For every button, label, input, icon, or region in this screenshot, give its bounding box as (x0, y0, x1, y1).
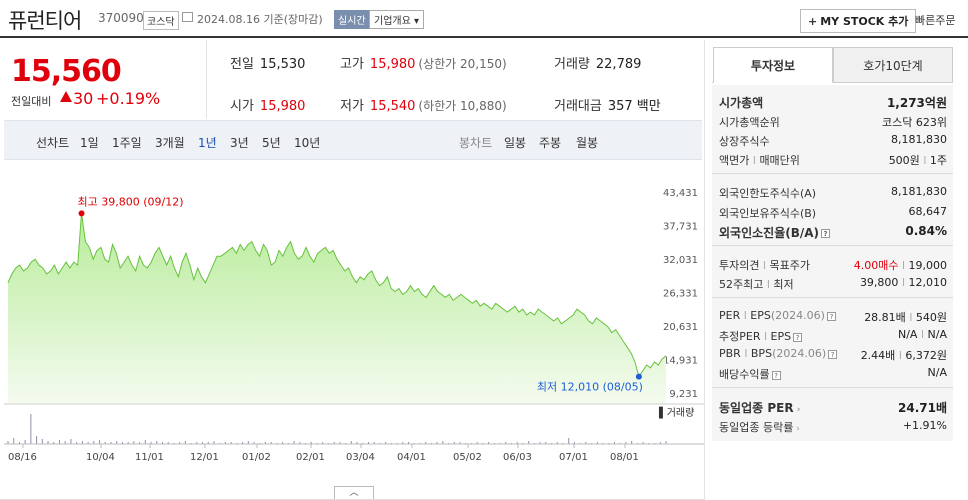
candle-daily[interactable]: 일봉 (504, 136, 527, 150)
x-tick-label: 10/04 (86, 452, 115, 463)
help-icon[interactable]: ? (826, 311, 836, 321)
y-tick-label: 32,031 (663, 255, 698, 266)
price-chart-svg: 43,431 37,731 32,031 26,331 20,631 14,931 9,23… (4, 188, 704, 463)
market-badge: 코스닥 (143, 11, 179, 30)
corp-info-dropdown[interactable]: 기업개요 ▾ (369, 10, 425, 29)
divider (712, 297, 953, 298)
help-icon[interactable]: ? (771, 370, 781, 380)
listed-shares-row: 상장주식수 8,181,830 (719, 133, 947, 148)
prev-close: 전일 15,530 (230, 57, 306, 72)
current-price-box: 15,560 전일대비 30 +0.19% (0, 40, 207, 119)
period-3m[interactable]: 3개월 (155, 136, 185, 150)
high-price: 고가 15,980 (상한가 20,150) (340, 57, 507, 72)
x-tick-label: 04/01 (397, 452, 426, 463)
industry-change-row: 동일업종 등락률 › +1.91% (719, 419, 947, 434)
change-percent: +0.19% (96, 89, 161, 108)
y-tick-label: 20,631 (663, 322, 698, 333)
change-value: 30 (73, 89, 94, 108)
plus-icon: + (808, 15, 818, 28)
calendar-icon (182, 12, 193, 22)
chevron-down-icon: ▾ (414, 16, 420, 27)
x-tick-label: 12/01 (190, 452, 219, 463)
x-tick-label: 06/03 (503, 452, 532, 463)
max-label: 최고 39,800 (09/12) (78, 195, 184, 208)
per-eps-row: PER l EPS(2024.06)? 28.81배 l 540원 (719, 309, 947, 324)
realtime-button[interactable]: 실시간 (334, 10, 370, 29)
open-price: 시가 15,980 (230, 99, 306, 114)
chevron-up-icon: ︿ (349, 488, 359, 498)
low-price: 저가 15,540 (하한가 10,880) (340, 99, 507, 114)
period-1y[interactable]: 1년 (198, 136, 217, 150)
x-tick-label: 11/01 (135, 452, 164, 463)
stock-code: 370090 (98, 11, 144, 25)
period-3y[interactable]: 3년 (230, 136, 249, 150)
y-tick-label: 37,731 (663, 222, 698, 233)
help-icon[interactable]: ? (821, 229, 831, 238)
column-divider (704, 40, 705, 500)
price-area-fill (8, 213, 666, 403)
period-5y[interactable]: 5년 (262, 136, 281, 150)
divider (712, 245, 953, 246)
panel-tabs: 투자정보 호가10단계 (712, 47, 953, 83)
volume: 거래량 22,789 (554, 57, 642, 72)
panel-body: 시가총액 1,273억원 시가총액순위 코스닥 623위 상장주식수 8,181,83… (712, 85, 953, 441)
trade-amount: 거래대금 357 백만 (554, 99, 661, 114)
quote-table: 전일 15,530 고가 15,980 (상한가 20,150) 거래량 22,789 … (208, 40, 704, 119)
industry-per-row: 동일업종 PER › 24.71배 (719, 401, 947, 415)
x-tick-label: 03/04 (346, 452, 375, 463)
min-point-marker (635, 373, 642, 380)
divider (712, 173, 953, 174)
help-icon[interactable]: ? (793, 332, 803, 342)
tab-investment-info[interactable]: 투자정보 (713, 47, 833, 83)
x-tick-label: 07/01 (559, 452, 588, 463)
price-line (7, 213, 667, 378)
y-tick-label: 43,431 (663, 188, 698, 199)
tab-orderbook[interactable]: 호가10단계 (833, 47, 953, 83)
up-arrow-icon (60, 91, 72, 102)
stock-name: 퓨런티어 (8, 9, 82, 33)
y-tick-label: 14,931 (663, 356, 698, 367)
x-tick-label: 08/01 (610, 452, 639, 463)
period-10y[interactable]: 10년 (294, 136, 321, 150)
x-tick-label: 02/01 (296, 452, 325, 463)
help-icon[interactable]: ? (828, 349, 838, 359)
x-tick-label: 01/02 (242, 452, 271, 463)
price-chart[interactable]: 43,431 37,731 32,031 26,331 20,631 14,931 9,23… (4, 168, 704, 466)
est-per-row: 추정PER l EPS? N/A l N/A (719, 328, 947, 343)
quick-order-link[interactable]: 빠른주문 (915, 14, 956, 27)
divider (712, 387, 953, 388)
foreign-holding-row: 외국인보유주식수(B) 68,647 (719, 205, 947, 220)
volume-label: ▌거래량 (658, 406, 694, 419)
collapse-chart-button[interactable]: ︿ (334, 486, 374, 500)
face-value-row: 액면가 l 매매단위 500원 l 1주 (719, 154, 947, 167)
dividend-row: 배당수익률? N/A (719, 366, 947, 381)
y-tick-label: 26,331 (663, 289, 698, 300)
basis-date: 2024.08.16 기준(장마감) (197, 13, 323, 26)
pbr-bps-row: PBR l BPS(2024.06)? 2.44배 l 6,372원 (719, 347, 947, 362)
period-1d[interactable]: 1일 (80, 136, 99, 150)
candle-weekly[interactable]: 주봉 (539, 136, 562, 150)
add-mystock-button[interactable]: + MY STOCK 추가 (800, 9, 917, 33)
candle-chart-button[interactable]: 봉차트 (459, 136, 493, 150)
x-tick-label: 05/02 (453, 452, 482, 463)
max-point-marker (78, 210, 85, 217)
period-1w[interactable]: 1주일 (112, 136, 142, 150)
week52-row: 52주최고 l 최저 39,800 l 12,010 (719, 276, 947, 291)
market-cap-row: 시가총액 1,273억원 (719, 96, 947, 110)
stock-header: 퓨런티어 370090 코스닥 2024.08.16 기준(장마감) 실시간 기… (0, 0, 968, 38)
foreign-limit-row: 외국인한도주식수(A) 8,181,830 (719, 185, 947, 200)
market-cap-rank-row: 시가총액순위 코스닥 623위 (719, 116, 947, 129)
line-chart-button[interactable]: 선차트 (36, 136, 70, 150)
min-label: 최저 12,010 (08/05) (537, 381, 643, 394)
current-price: 15,560 (11, 54, 122, 89)
candle-monthly[interactable]: 월봉 (576, 136, 599, 150)
foreign-ratio-row: 외국인소진율(B/A)? 0.84% (719, 224, 947, 240)
y-tick-label: 9,231 (669, 389, 698, 400)
opinion-row: 투자의견 l 목표주가 4.00매수 l 19,000 (719, 259, 947, 272)
change-label: 전일대비 (11, 95, 52, 108)
period-toolbar: 선차트 1일 1주일 3개월 1년 3년 5년 10년 봉차트 일봉 주봉 월봉 (4, 120, 702, 160)
x-tick-label: 08/16 (8, 452, 37, 463)
investment-info-panel: 투자정보 호가10단계 시가총액 1,273억원 시가총액순위 코스닥 623위 상… (712, 47, 953, 441)
